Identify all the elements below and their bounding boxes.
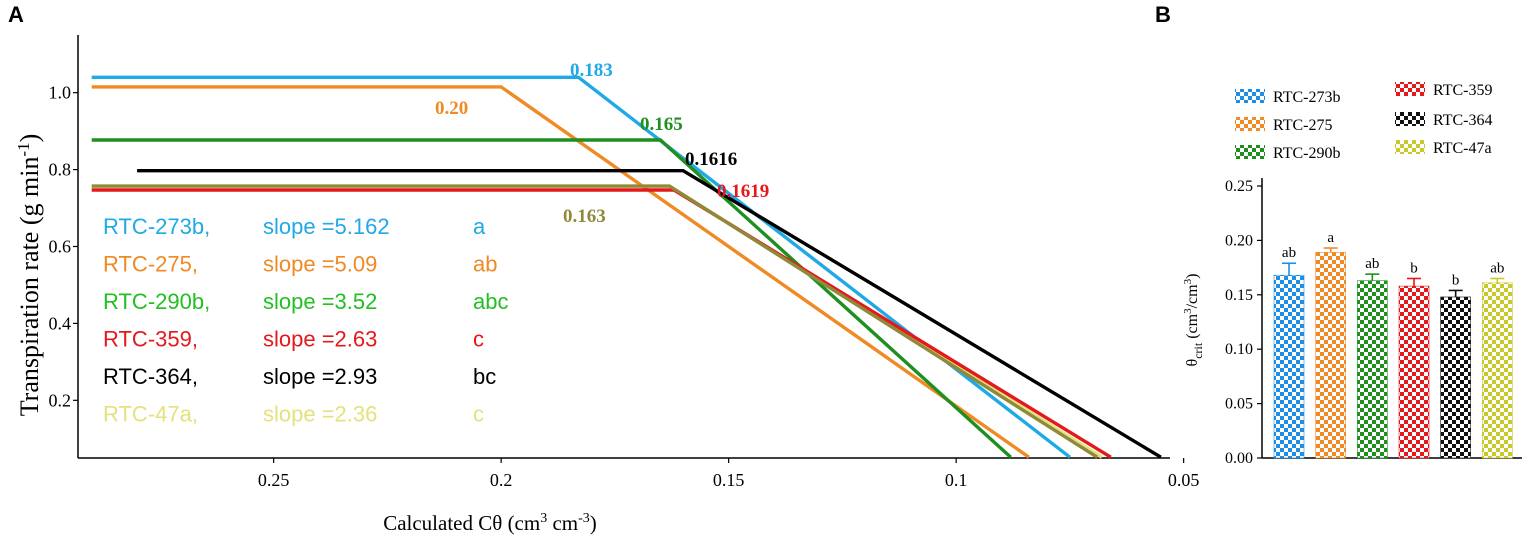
- legend-slope: slope =2.93: [263, 364, 377, 389]
- legend-slope: slope =5.09: [263, 252, 377, 277]
- legend-group: bc: [473, 364, 496, 389]
- series-line-rtc-364: [137, 168, 1162, 459]
- a-x-tick-label: 0.1: [945, 470, 968, 490]
- significance-label: b: [1410, 260, 1418, 276]
- legend-group: ab: [473, 252, 497, 277]
- crit-label-olive-363: 0.163: [563, 206, 606, 227]
- panel-a-y-axis-title: Transpiration rate (g min-1): [14, 134, 44, 417]
- panel-b-axes: 0.00 0.05 0.10 0.15 0.20 0.25: [1225, 178, 1522, 467]
- b-y-tick-label: 0.00: [1225, 450, 1253, 467]
- a-y-tick-label: 0.4: [49, 313, 72, 333]
- b-y-tick-label: 0.15: [1225, 287, 1253, 304]
- legend-name: RTC-275,: [103, 252, 198, 277]
- significance-label: ab: [1282, 245, 1296, 261]
- legend-slope: slope =2.36: [263, 402, 377, 427]
- bar-rtc-359: [1398, 285, 1430, 459]
- bar-rtc-290b: [1357, 280, 1388, 459]
- significance-label: ab: [1490, 260, 1504, 276]
- legend-swatch-rtc-364: [1395, 112, 1425, 126]
- crit-label-rtc-364: 0.1616: [685, 149, 737, 170]
- a-y-tick-label: 0.6: [49, 237, 72, 257]
- legend-name: RTC-364,: [103, 364, 198, 389]
- a-x-axis-title-text: Calculated Cθ (cm3 cm-3): [383, 511, 597, 535]
- series-line-rtc-359: [91, 188, 1112, 459]
- bar-rtc-273b: [1273, 274, 1305, 459]
- a-x-tick-label: 0.15: [713, 470, 745, 490]
- a-y-tick-label: 0.2: [49, 390, 72, 410]
- legend-label-rtc-364: RTC-364: [1433, 112, 1492, 129]
- b-y-tick-label: 0.20: [1225, 232, 1253, 249]
- panel-a-x-axis-title: Calculated Cθ (cm3 cm-3): [383, 511, 597, 535]
- legend-slope: slope =5.162: [263, 214, 390, 239]
- legend-label-rtc-359: RTC-359: [1433, 82, 1492, 99]
- series-line-rtc-290b: [91, 138, 1012, 459]
- legend-swatch-rtc-273b: [1235, 89, 1265, 103]
- a-y-tick-label: 1.0: [49, 83, 72, 103]
- legend-name: RTC-290b,: [103, 289, 210, 314]
- crit-label-rtc-275: 0.20: [435, 98, 468, 119]
- legend-name: RTC-47a,: [103, 402, 198, 427]
- a-x-tick-label: 0.05: [1168, 470, 1200, 490]
- a-y-axis-title-text: Transpiration rate (g min-1): [14, 134, 44, 417]
- panel-a-series: [91, 75, 1162, 459]
- legend-swatch-rtc-290b: [1235, 145, 1265, 159]
- b-y-tick-label: 0.25: [1225, 178, 1253, 195]
- panel-b-chart: RTC-273b RTC-275 RTC-290b RTC-359 RTC-364 RTC…: [1182, 82, 1522, 467]
- a-y-tick-label: 0.8: [49, 160, 72, 180]
- legend-swatch-rtc-359: [1395, 82, 1425, 96]
- b-y-axis-title-text: θcrit (cm3/cm3): [1182, 274, 1205, 367]
- legend-group: c: [473, 327, 484, 352]
- legend-swatch-rtc-275: [1235, 117, 1265, 131]
- series-line-rtc-275: [91, 85, 1030, 459]
- significance-label: a: [1327, 230, 1334, 246]
- bar-rtc-364: [1440, 296, 1471, 459]
- significance-label: b: [1452, 272, 1460, 288]
- bar-rtc-275: [1315, 252, 1346, 459]
- series-line-rtc-273b: [91, 75, 1071, 459]
- panel-label-b: B: [1155, 2, 1171, 27]
- legend-group: a: [473, 214, 486, 239]
- legend-group: c: [473, 402, 484, 427]
- panel-label-a: A: [8, 2, 24, 27]
- legend-group: abc: [473, 289, 508, 314]
- panel-a-axes: 0.25 0.2 0.15 0.1 0.05 1.0 0.8 0.6 0.4 0.2: [49, 35, 1200, 490]
- panel-a-chart: 0.25 0.2 0.15 0.1 0.051.00.80.60.40.2 0.1830…: [14, 35, 1199, 535]
- panel-a-legend: RTC-273b, slope =5.162 a RTC-275, slope =5.0…: [103, 214, 508, 427]
- a-x-tick-label: 0.2: [490, 470, 513, 490]
- legend-slope: slope =2.63: [263, 327, 377, 352]
- legend-label-rtc-47a: RTC-47a: [1433, 140, 1492, 157]
- significance-label: ab: [1365, 256, 1379, 272]
- legend-slope: slope =3.52: [263, 289, 377, 314]
- series-line-olive-363: [91, 184, 1099, 459]
- legend-name: RTC-273b,: [103, 214, 210, 239]
- panel-b-y-axis-title: θcrit (cm3/cm3): [1182, 274, 1205, 367]
- crit-label-rtc-290b: 0.165: [640, 114, 683, 135]
- panel-a-critical-labels: 0.183 0.20 0.165 0.1619 0.163 0.1616: [435, 60, 769, 227]
- b-y-tick-label: 0.10: [1225, 341, 1253, 358]
- b-y-tick-label: 0.05: [1225, 396, 1253, 413]
- legend-label-rtc-290b: RTC-290b: [1273, 145, 1340, 162]
- bar-rtc-47a: [1482, 282, 1513, 459]
- a-x-tick-label: 0.25: [258, 470, 290, 490]
- panel-b-legend: RTC-273b RTC-275 RTC-290b RTC-359 RTC-364 RTC…: [1235, 82, 1492, 162]
- legend-label-rtc-275: RTC-275: [1273, 117, 1332, 134]
- panel-b-bars: ab a ab b b ab: [1273, 230, 1513, 459]
- crit-label-rtc-273b: 0.183: [570, 60, 613, 81]
- crit-label-rtc-359: 0.1619: [717, 181, 769, 202]
- legend-name: RTC-359,: [103, 327, 198, 352]
- legend-swatch-rtc-47a: [1395, 140, 1425, 154]
- legend-label-rtc-273b: RTC-273b: [1273, 89, 1340, 106]
